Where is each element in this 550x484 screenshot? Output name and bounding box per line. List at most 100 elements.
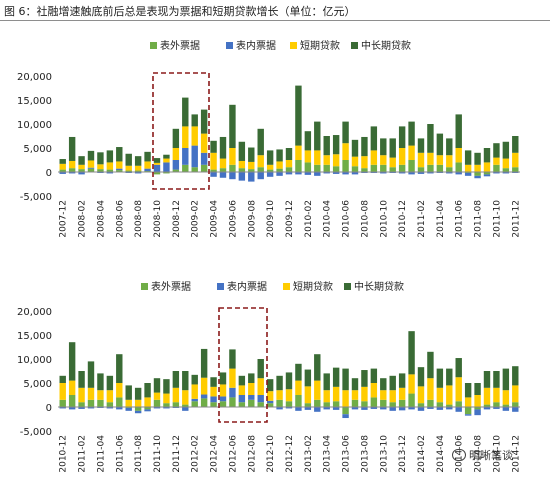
- chart2-xtick-label-4: 2011-08: [134, 435, 144, 473]
- chart2-bar-2013-09-3: [370, 368, 378, 383]
- chart1-bar-2010-05-2: [332, 154, 340, 167]
- chart2-bar-2013-03-3: [314, 354, 321, 381]
- chart1-bar-2011-06-1: [455, 172, 462, 175]
- chart1-bar-2009-03-3: [200, 109, 208, 134]
- chart1-bar-2009-04-3: [210, 140, 217, 153]
- chart1-bar-2011-08-2: [474, 164, 481, 172]
- chart1-bar-2008-05-2: [106, 162, 114, 170]
- chart2-bar-2013-07-3: [351, 378, 359, 391]
- chart2-xtick-label-9: 2012-06: [228, 435, 238, 473]
- chart2-bar-2012-06-0: [229, 397, 236, 407]
- chart1-xtick-label-2: 2008-04: [96, 200, 106, 238]
- chart2-bar-2014-02-2: [417, 386, 425, 404]
- chart1-bar-2009-11-0: [276, 168, 283, 172]
- chart2-bar-2012-02-0: [191, 401, 198, 407]
- chart2-xtick-label-15: 2013-06: [342, 435, 352, 473]
- chart1-bar-2008-02-3: [78, 156, 85, 165]
- chart1-bar-2009-11-2: [276, 161, 283, 169]
- chart2-bar-2012-09-3: [257, 359, 264, 379]
- figure-title: 图 6：社融增速触底前后总是表现为票据和短期贷款增长（单位：亿元）: [4, 5, 356, 18]
- chart1-bar-2009-06-1: [229, 172, 236, 180]
- chart1-bar-2010-04-1: [323, 172, 330, 174]
- chart1-bar-2008-02-2: [78, 164, 85, 170]
- chart2-bar-2013-11-2: [389, 390, 396, 403]
- chart1-legend-label-2: 短期贷款: [300, 39, 340, 52]
- chart2-bar-2012-01-1: [182, 407, 189, 411]
- chart2-bar-2011-08-2: [134, 399, 142, 407]
- chart2-bar-2014-07-3: [464, 383, 472, 398]
- chart1-bar-2008-05-0: [106, 169, 114, 172]
- chart2-bar-2013-10-1: [380, 407, 387, 410]
- chart1-bar-2010-10-2: [380, 155, 387, 165]
- chart1-bar-2011-08-0: [474, 172, 481, 176]
- chart2-bar-2011-06-1: [116, 407, 123, 410]
- chart1-xtick-label-11: 2009-10: [266, 200, 276, 238]
- chart2-bar-2011-09-2: [144, 397, 151, 407]
- chart2-xtick-label-19: 2014-02: [417, 435, 427, 473]
- chart1-xtick-label-16: 2010-08: [360, 200, 370, 238]
- chart1-bar-2011-01-0: [408, 160, 415, 172]
- chart2-bar-2012-01-0: [182, 404, 189, 407]
- chart1-bar-2009-10-1: [266, 172, 274, 177]
- chart2-bar-2014-02-1: [417, 407, 425, 411]
- chart1-bar-2008-09-1: [144, 168, 151, 172]
- chart1-bar-2010-06-3: [342, 121, 349, 144]
- chart1-bar-2009-02-1: [191, 145, 198, 168]
- chart2-bar-2014-12-3: [512, 366, 519, 386]
- chart2-bar-2013-04-0: [323, 402, 330, 407]
- chart2-bar-2014-11-0: [502, 404, 510, 407]
- chart1-bar-2009-07-2: [238, 160, 246, 169]
- chart2-bar-2013-11-1: [389, 407, 396, 411]
- chart2-bar-2013-07-0: [351, 399, 359, 407]
- chart1-bar-2010-07-2: [351, 156, 359, 167]
- chart2-bar-2014-08-3: [474, 383, 481, 395]
- chart2-bar-2011-05-2: [106, 390, 114, 403]
- chart2-bar-2012-10-1: [266, 400, 274, 404]
- chart2-ytick-label-5: 20,000: [17, 307, 52, 318]
- chart2-bar-2011-11-2: [163, 393, 170, 404]
- chart1-legend-swatch-1: [226, 42, 233, 49]
- chart2-bar-2014-08-1: [474, 409, 481, 416]
- chart2-bar-2014-03-1: [427, 407, 434, 409]
- chart2-bar-2014-12-0: [512, 402, 519, 407]
- chart2-bar-2012-08-1: [248, 395, 255, 400]
- chart1-bar-2009-04-0: [210, 169, 217, 172]
- chart1-bar-2009-09-0: [257, 167, 264, 172]
- chart2-bar-2011-05-1: [106, 407, 114, 409]
- chart2-bar-2014-12-1: [512, 407, 519, 412]
- chart2-xtick-label-12: 2012-12: [285, 435, 295, 473]
- chart2-bar-2014-05-0: [446, 404, 453, 407]
- chart1-bar-2010-10-1: [380, 172, 387, 174]
- chart1-legend-swatch-2: [290, 42, 297, 49]
- chart2-bar-2010-12-1: [59, 407, 66, 409]
- chart1-bar-2009-01-3: [182, 97, 189, 127]
- chart2-xtick-label-22: 2014-08: [474, 435, 484, 473]
- chart1-bar-2009-02-2: [191, 126, 198, 146]
- chart2-bar-2012-08-2: [248, 383, 255, 395]
- chart2-bar-2011-02-0: [78, 402, 85, 407]
- chart1-bar-2007-12-1: [59, 172, 66, 174]
- chart1-bar-2009-10-2: [266, 164, 274, 170]
- chart1-xtick-label-0: 2007-12: [59, 200, 69, 238]
- chart2-ytick-label-2: 5,000: [23, 379, 52, 390]
- chart1-xtick-label-9: 2009-06: [228, 200, 238, 238]
- chart2-bar-2013-05-2: [332, 386, 340, 402]
- chart1-bar-2009-09-1: [257, 172, 264, 180]
- chart1-bar-2008-06-3: [116, 147, 123, 162]
- chart2-bar-2013-05-1: [332, 407, 340, 410]
- chart1-xtick-label-5: 2008-10: [153, 200, 163, 238]
- chart1-bar-2011-03-2: [427, 152, 434, 165]
- chart1-bar-2009-05-0: [219, 168, 227, 172]
- chart2-bar-2014-06-2: [455, 377, 462, 402]
- chart1-xtick-label-21: 2011-06: [455, 200, 465, 238]
- chart2-bar-2011-02-2: [78, 387, 85, 403]
- chart2-xtick-label-7: 2012-02: [191, 435, 201, 473]
- chart1-bar-2010-02-1: [304, 172, 312, 175]
- chart2-bar-2012-11-0: [276, 399, 283, 407]
- chart2-bar-2012-05-0: [219, 401, 227, 407]
- chart2-bar-2014-01-2: [408, 374, 415, 394]
- chart2-bar-2014-05-2: [446, 385, 453, 405]
- watermark: 明晰笔谈: [452, 447, 513, 463]
- chart2-ytick-label-3: 10,000: [17, 355, 52, 366]
- chart2-bar-2011-04-2: [97, 390, 104, 400]
